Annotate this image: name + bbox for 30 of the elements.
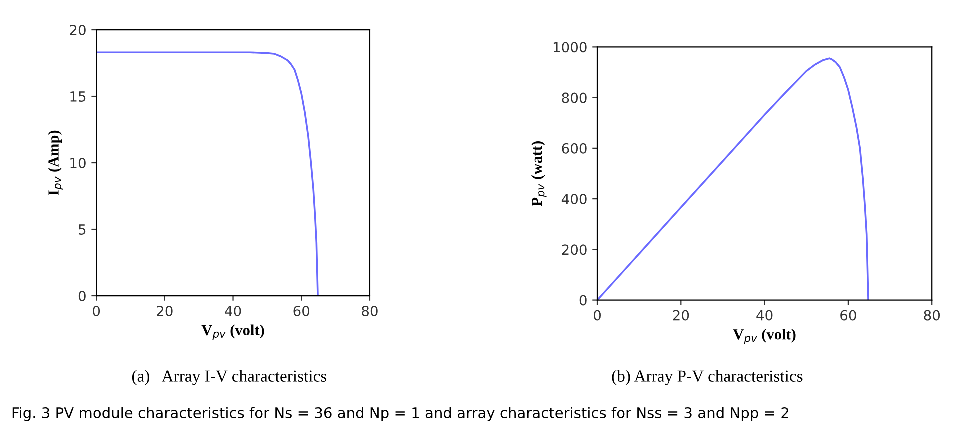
y-tick-label: 800 (562, 92, 587, 104)
x-axis-title: V$_{pv}$ (volt) (202, 324, 264, 340)
x-tick-label: 0 (93, 306, 100, 316)
y-axis-title: I$_{pv}$ (Amp) (48, 130, 64, 196)
x-tick-label: 80 (362, 306, 378, 316)
x-tick-label: 0 (594, 310, 601, 321)
y-tick-label: 5 (79, 224, 86, 235)
y-tick-label: 1000 (554, 42, 587, 53)
text: (b) Array P-V characteristics (612, 370, 803, 386)
x-tick-label: 60 (840, 310, 856, 321)
y-tick-label: 10 (70, 158, 86, 168)
y-tick-label: 15 (70, 92, 86, 102)
line-series (96, 52, 319, 296)
x-tick-label: 20 (157, 306, 173, 316)
y-tick-label: 400 (562, 194, 587, 205)
line-series (598, 58, 870, 300)
y-tick-label: 0 (78, 290, 86, 302)
x-tick-label: 40 (225, 306, 242, 316)
x-tick-label: 40 (756, 310, 773, 321)
x-tick-label: 20 (673, 310, 690, 321)
y-tick-label: 20 (70, 25, 86, 36)
y-tick-label: 0 (580, 295, 587, 306)
x-tick-label: 60 (294, 306, 310, 316)
y-tick-label: 600 (562, 143, 587, 154)
y-tick-label: 200 (562, 244, 587, 256)
x-axis-title: V$_{pv}$ (volt) (733, 329, 796, 344)
caption: Fig. 3 PV module characteristics for Ns = 36 and Np = 1 and array characteristics for Nss = 3 and Npp = 2 (12, 407, 788, 422)
x-tick-label: 80 (924, 310, 940, 321)
text: (a) Array I-V characteristics (132, 370, 327, 386)
y-axis-title: P$_{pv}$ (watt) (531, 142, 547, 206)
